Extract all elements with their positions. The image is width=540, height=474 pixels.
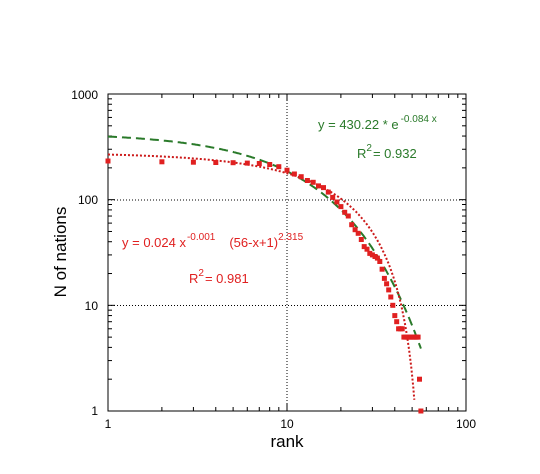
data-point	[321, 185, 326, 191]
data-point	[418, 408, 424, 414]
data-point	[213, 160, 219, 165]
data-point	[386, 287, 392, 293]
fit-curve-exponential	[108, 135, 422, 349]
exp-fit-r2-value: = 0.932	[373, 146, 417, 161]
data-point	[325, 189, 331, 195]
x-tick-label: 10	[280, 417, 294, 431]
gridlines	[108, 94, 466, 411]
x-axis-title: rank	[270, 432, 304, 451]
power-fit-line	[108, 153, 416, 400]
data-point	[374, 255, 380, 261]
data-point	[392, 313, 398, 319]
fit-curve-power	[108, 153, 416, 400]
power-fit-equation-main: y = 0.024 x	[122, 235, 186, 250]
data-point	[355, 230, 361, 236]
data-point	[399, 326, 405, 332]
exp-fit-equation-main: y = 430.22 * e	[318, 117, 399, 132]
y-tick-label: 100	[78, 193, 98, 207]
data-point	[349, 222, 355, 228]
data-point	[244, 160, 250, 166]
data-point	[390, 302, 396, 308]
power-fit-r2-value: = 0.981	[205, 271, 249, 286]
x-tick-label: 100	[456, 417, 476, 431]
power-fit-equation-exponent-2: 2.315	[278, 232, 303, 243]
data-point	[377, 259, 383, 264]
data-point	[415, 334, 421, 340]
exp-fit-equation: y = 430.22 * e -0.084 x	[318, 114, 437, 132]
exp-fit-r2-exponent: 2	[366, 143, 372, 154]
data-point	[417, 376, 422, 382]
data-point	[367, 250, 373, 256]
y-tick-label: 1000	[71, 88, 98, 102]
axis-ticks	[107, 94, 466, 412]
data-point	[230, 160, 236, 166]
exp-fit-r2: R2= 0.932	[357, 143, 417, 161]
power-fit-r2: R2= 0.981	[189, 268, 249, 286]
y-axis-title: N of nations	[51, 207, 70, 298]
data-point	[361, 244, 367, 250]
data-points	[105, 158, 424, 414]
data-point	[369, 252, 375, 258]
exp-fit-equation-exponent: -0.084 x	[401, 114, 437, 125]
data-point	[330, 194, 336, 200]
data-point	[358, 237, 364, 242]
data-point	[342, 209, 348, 215]
exp-fit-r2-label: R	[357, 146, 366, 161]
data-point	[310, 179, 316, 185]
data-point	[105, 158, 111, 164]
y-tick-label: 1	[91, 404, 98, 418]
data-point	[352, 227, 358, 233]
power-fit-equation-factor: (56-x+1)	[229, 235, 278, 250]
data-point	[284, 167, 290, 173]
data-point	[394, 319, 400, 325]
data-point	[291, 171, 297, 177]
data-point	[298, 174, 304, 180]
exponential-fit-line	[108, 135, 422, 349]
data-point	[345, 213, 351, 219]
power-fit-equation: y = 0.024 x-0.001 (56-x+1)2.315	[122, 232, 304, 250]
data-point	[316, 183, 321, 189]
data-point	[388, 294, 394, 300]
power-fit-r2-exponent: 2	[198, 268, 204, 279]
data-point	[364, 246, 370, 252]
data-point	[384, 281, 390, 287]
x-tick-label: 1	[105, 417, 112, 431]
data-point	[381, 275, 387, 281]
y-tick-label: 10	[85, 299, 99, 313]
data-point	[267, 162, 273, 167]
data-point	[159, 159, 165, 165]
data-point	[190, 159, 196, 165]
data-point	[276, 164, 282, 170]
data-point	[304, 178, 310, 183]
plot-area	[107, 93, 467, 412]
data-point	[379, 266, 385, 272]
data-point	[338, 204, 344, 210]
data-point	[334, 199, 340, 205]
data-point	[256, 161, 262, 166]
power-fit-r2-label: R	[189, 271, 198, 286]
power-fit-equation-exponent-1: -0.001	[187, 232, 216, 243]
